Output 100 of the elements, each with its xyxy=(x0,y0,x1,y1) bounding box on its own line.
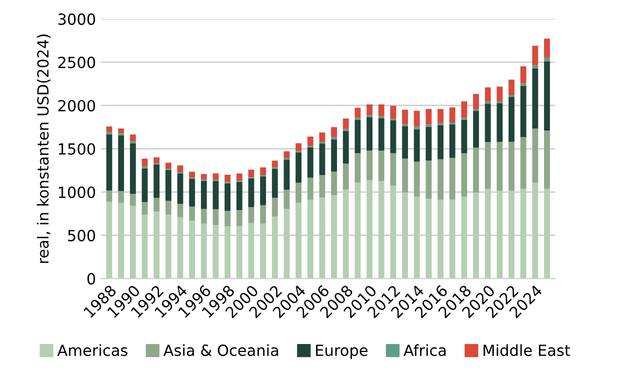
bar xyxy=(260,176,266,206)
bar xyxy=(224,210,231,226)
bar xyxy=(154,212,160,279)
bar xyxy=(366,117,372,151)
bar xyxy=(177,217,184,279)
bar xyxy=(284,190,290,209)
bar xyxy=(272,216,278,279)
bar xyxy=(296,182,302,203)
bar xyxy=(496,100,503,104)
bar xyxy=(438,125,444,160)
bar xyxy=(260,167,266,176)
bar xyxy=(378,150,384,182)
bar xyxy=(354,153,361,182)
y-tick-label: 2500 xyxy=(58,56,96,68)
bar xyxy=(224,174,231,182)
bar xyxy=(508,142,514,191)
y-tick-label: 0 xyxy=(87,273,96,285)
bar xyxy=(342,118,349,129)
bar xyxy=(165,170,172,201)
bar xyxy=(319,175,326,198)
bar xyxy=(224,183,231,211)
legend-label: Asia & Oceania xyxy=(163,344,278,356)
bar xyxy=(319,197,326,279)
bar xyxy=(366,150,372,180)
bar xyxy=(118,202,124,279)
bar xyxy=(142,158,148,166)
bar xyxy=(342,164,349,190)
bar xyxy=(272,160,278,168)
bar xyxy=(366,104,372,116)
bar xyxy=(354,120,361,154)
bar xyxy=(496,142,503,190)
bar xyxy=(284,160,290,190)
bar xyxy=(189,178,196,207)
bar xyxy=(319,132,326,142)
bar xyxy=(508,97,514,142)
bar xyxy=(118,136,124,192)
bar xyxy=(402,192,408,279)
bar xyxy=(200,224,207,279)
bar xyxy=(402,110,408,124)
bar xyxy=(248,207,254,223)
bar xyxy=(260,205,266,224)
bar xyxy=(426,198,432,279)
bar xyxy=(414,162,420,197)
bar xyxy=(449,158,456,200)
y-tick-label: 500 xyxy=(68,230,96,242)
bar xyxy=(461,101,468,118)
bar xyxy=(200,174,207,180)
bar xyxy=(354,182,361,279)
bar xyxy=(461,120,468,154)
bar xyxy=(189,206,196,221)
bar xyxy=(272,169,278,198)
bar xyxy=(366,180,372,279)
bar xyxy=(449,122,456,125)
bar xyxy=(342,130,349,164)
bar xyxy=(461,196,468,279)
bar xyxy=(426,126,432,161)
bar xyxy=(307,200,314,279)
bar xyxy=(354,108,361,118)
bar xyxy=(142,168,148,202)
bar xyxy=(532,46,538,66)
bar xyxy=(130,134,136,142)
bar xyxy=(342,189,349,279)
bar xyxy=(544,62,550,130)
bar xyxy=(272,198,278,217)
bar xyxy=(544,188,550,279)
bar xyxy=(508,80,514,96)
bar xyxy=(438,159,444,200)
bar xyxy=(248,178,254,208)
bar xyxy=(130,194,136,206)
bar xyxy=(390,186,396,279)
bar xyxy=(473,192,479,279)
bar xyxy=(224,226,231,279)
bar xyxy=(248,170,254,178)
bar xyxy=(414,110,420,127)
y-axis-title: real, in konstanten USD(2024) xyxy=(36,34,50,263)
bar xyxy=(414,196,420,279)
bar xyxy=(484,104,491,142)
bar xyxy=(520,66,526,84)
bar xyxy=(165,214,172,279)
bar xyxy=(449,199,456,279)
bar xyxy=(284,208,290,279)
bar xyxy=(484,188,491,279)
bar xyxy=(307,178,314,200)
bar xyxy=(106,190,112,202)
bar xyxy=(189,172,196,178)
bar xyxy=(473,111,479,148)
bar xyxy=(142,202,148,215)
bar xyxy=(142,214,148,279)
bar xyxy=(154,157,160,164)
bar xyxy=(390,106,396,119)
bar xyxy=(520,188,526,279)
bar xyxy=(461,153,468,197)
y-tick-label: 1500 xyxy=(58,143,96,155)
bar xyxy=(260,224,266,279)
bar xyxy=(130,143,136,194)
bar xyxy=(532,182,538,279)
bar xyxy=(496,86,503,101)
legend-label: Americas xyxy=(57,344,128,356)
bar xyxy=(118,133,124,136)
bar xyxy=(296,143,302,151)
